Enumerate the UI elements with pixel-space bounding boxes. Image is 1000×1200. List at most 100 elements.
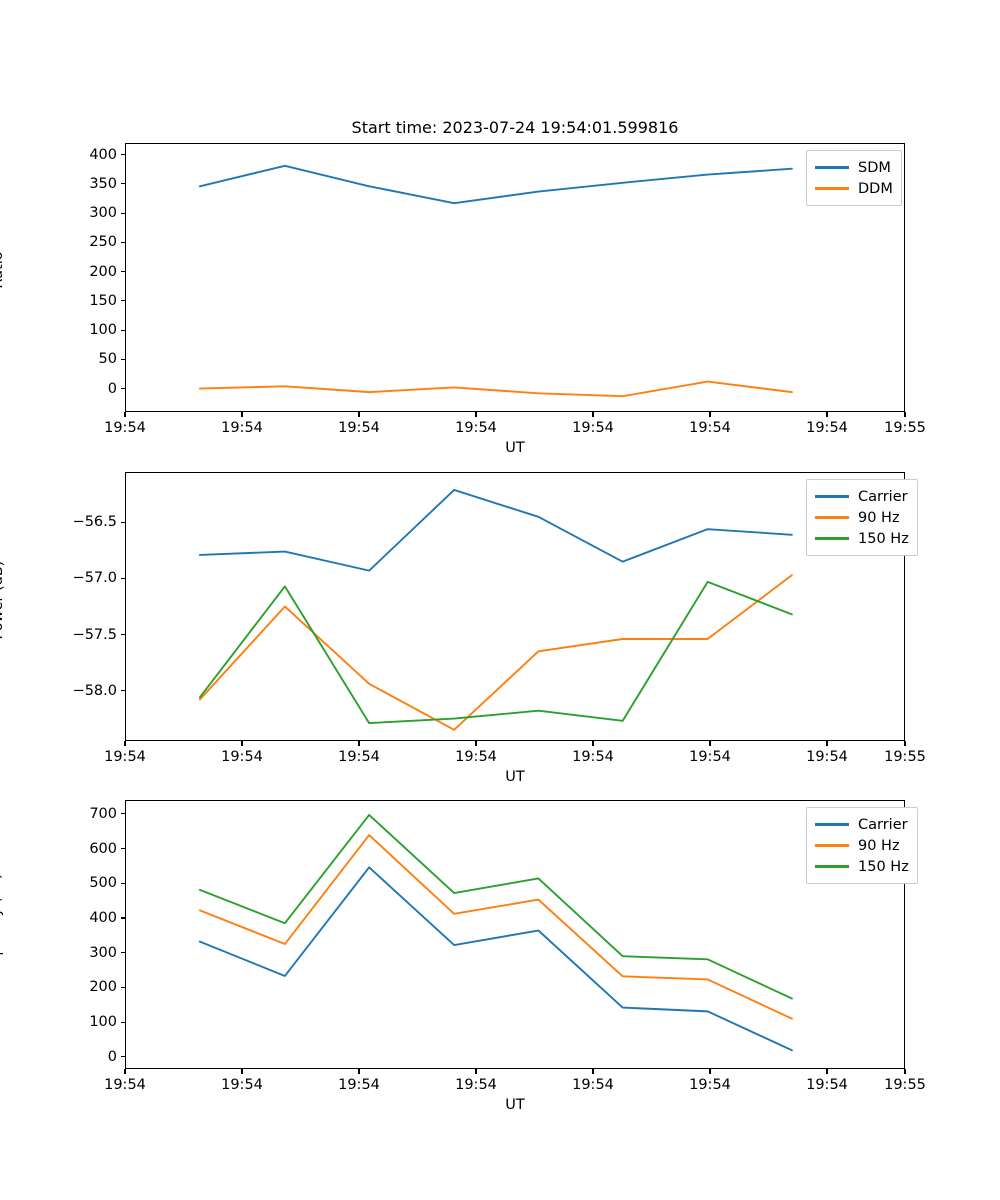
legend-color-swatch <box>815 844 849 847</box>
x-tick-label: 19:54 <box>806 749 848 765</box>
y-tick-label: 500 <box>89 875 117 892</box>
ratio-x-axis-label: UT <box>505 440 525 456</box>
x-tick-label: 19:54 <box>338 1077 380 1093</box>
y-tick-mark <box>120 388 125 390</box>
y-tick-mark <box>120 1021 125 1023</box>
series-line-ddm <box>198 380 793 398</box>
x-tick-mark <box>826 1069 828 1074</box>
y-tick-label: −56.5 <box>72 514 117 531</box>
axes-frame-ratio <box>125 143 905 412</box>
y-tick-mark <box>120 577 125 580</box>
frequency-legend[interactable]: Carrier 90 Hz 150 Hz <box>806 807 918 884</box>
y-tick-label: −58.0 <box>72 682 117 699</box>
series-line-150-hz <box>198 813 793 1000</box>
x-tick-label: 19:55 <box>884 749 926 765</box>
legend-color-swatch <box>815 537 849 540</box>
x-tick-label: 19:54 <box>572 420 614 436</box>
x-tick-label: 19:54 <box>338 420 380 436</box>
legend-entry-carrier[interactable]: Carrier <box>815 486 909 507</box>
y-tick-mark <box>120 212 125 214</box>
legend-entry-sdm[interactable]: SDM <box>815 157 893 178</box>
x-tick-mark <box>592 741 594 746</box>
x-tick-label: 19:54 <box>104 1077 146 1093</box>
y-tick-mark <box>120 183 125 185</box>
y-tick-label: 700 <box>89 805 117 822</box>
x-tick-mark <box>241 1069 243 1074</box>
x-tick-label: 19:54 <box>455 749 497 765</box>
x-tick-mark <box>709 412 711 417</box>
power-x-axis-label: UT <box>505 769 525 785</box>
x-tick-label: 19:54 <box>104 749 146 765</box>
legend-color-swatch <box>815 187 849 190</box>
series-line-carrier <box>198 488 793 572</box>
y-tick-mark <box>120 521 125 523</box>
figure-title: Start time: 2023-07-24 19:54:01.599816 <box>351 118 679 137</box>
y-tick-mark <box>120 271 125 273</box>
series-line-90-hz <box>198 834 793 1020</box>
legend-entry-150-hz[interactable]: 150 Hz <box>815 528 909 549</box>
y-tick-label: 600 <box>89 840 117 857</box>
x-tick-label: 19:54 <box>221 420 263 436</box>
legend-color-swatch <box>815 865 849 868</box>
y-tick-label: 50 <box>98 351 117 368</box>
legend-entry-90-hz[interactable]: 90 Hz <box>815 835 909 856</box>
series-line-carrier <box>198 866 793 1052</box>
x-tick-mark <box>592 1069 594 1074</box>
x-tick-mark <box>358 1069 360 1074</box>
legend-entry-150-hz[interactable]: 150 Hz <box>815 856 909 877</box>
x-tick-label: 19:54 <box>221 749 263 765</box>
y-tick-mark <box>120 358 125 360</box>
series-line-150-hz <box>198 580 793 725</box>
x-tick-mark <box>241 741 243 746</box>
y-tick-mark <box>120 241 125 243</box>
legend-label: 150 Hz <box>858 530 909 547</box>
x-tick-mark <box>826 741 828 746</box>
x-tick-mark <box>241 412 243 417</box>
ratio-legend[interactable]: SDM DDM <box>806 150 902 206</box>
legend-color-swatch <box>815 823 849 826</box>
frequency-x-axis-label: UT <box>505 1097 525 1113</box>
x-tick-label: 19:54 <box>806 1077 848 1093</box>
legend-label: 90 Hz <box>858 509 900 526</box>
x-tick-label: 19:54 <box>455 1077 497 1093</box>
series-line-90-hz <box>198 574 793 731</box>
legend-entry-ddm[interactable]: DDM <box>815 178 893 199</box>
y-tick-label: 0 <box>107 380 117 397</box>
y-tick-mark <box>120 154 125 156</box>
legend-entry-90-hz[interactable]: 90 Hz <box>815 507 909 528</box>
y-tick-label: 250 <box>89 234 117 251</box>
power-legend[interactable]: Carrier 90 Hz 150 Hz <box>806 479 918 556</box>
x-tick-label: 19:54 <box>338 749 380 765</box>
y-tick-mark <box>120 1056 125 1058</box>
y-tick-label: −57.0 <box>72 570 117 587</box>
x-tick-label: 19:54 <box>572 1077 614 1093</box>
legend-label: Carrier <box>858 816 908 833</box>
x-tick-mark <box>709 741 711 746</box>
x-tick-mark <box>904 412 906 417</box>
y-tick-label: 0 <box>107 1048 117 1065</box>
y-tick-mark <box>120 952 125 954</box>
y-tick-label: 100 <box>89 322 117 339</box>
legend-label: 150 Hz <box>858 858 909 875</box>
x-tick-mark <box>904 741 906 746</box>
x-tick-mark <box>124 741 126 746</box>
x-tick-label: 19:54 <box>455 420 497 436</box>
y-tick-label: 300 <box>89 944 117 961</box>
y-tick-mark <box>120 690 125 692</box>
x-tick-mark <box>592 412 594 417</box>
legend-label: SDM <box>858 159 891 176</box>
x-tick-mark <box>475 412 477 417</box>
legend-entry-carrier[interactable]: Carrier <box>815 814 909 835</box>
y-tick-label: 150 <box>89 292 117 309</box>
y-tick-mark <box>120 882 125 884</box>
y-tick-label: 400 <box>89 910 117 926</box>
x-tick-mark <box>358 741 360 746</box>
x-tick-mark <box>904 1069 906 1074</box>
x-tick-label: 19:54 <box>806 420 848 436</box>
y-tick-mark <box>120 917 125 919</box>
subplot-ratio: Start time: 2023-07-24 19:54:01.599816 0… <box>0 0 1000 460</box>
